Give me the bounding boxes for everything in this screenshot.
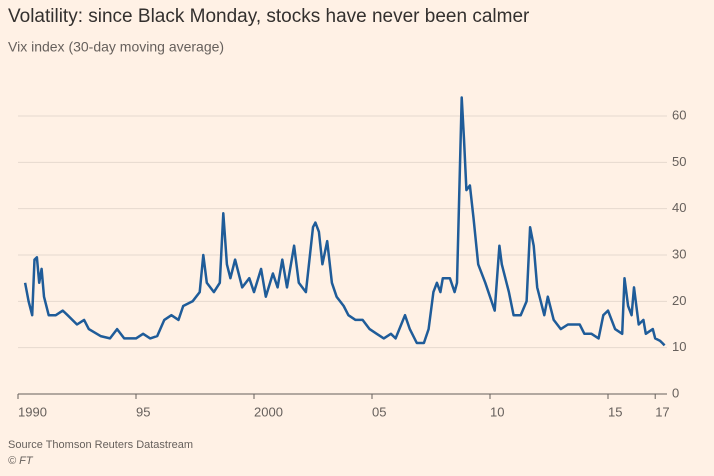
y-tick-label: 0 [672,385,679,400]
chart-title: Volatility: since Black Monday, stocks h… [8,6,530,27]
x-tick-label: 10 [490,404,504,419]
x-tick-label: 1990 [18,404,47,419]
x-tick-label: 95 [136,404,150,419]
y-tick-label: 50 [672,154,686,169]
source: Source Thomson Reuters Datastream [8,439,193,451]
y-tick-label: 40 [672,200,686,215]
x-tick-label: 05 [372,404,386,419]
y-tick-label: 30 [672,246,686,261]
y-tick-label: 20 [672,293,686,308]
x-tick-label: 2000 [254,404,283,419]
credit: © FT [8,455,34,467]
x-tick-label: 17 [655,404,669,419]
y-tick-label: 60 [672,107,686,122]
y-tick-label: 10 [672,339,686,354]
line [23,96,666,347]
chart-subtitle: Vix index (30-day moving average) [8,39,224,55]
x-tick-label: 15 [608,404,622,419]
